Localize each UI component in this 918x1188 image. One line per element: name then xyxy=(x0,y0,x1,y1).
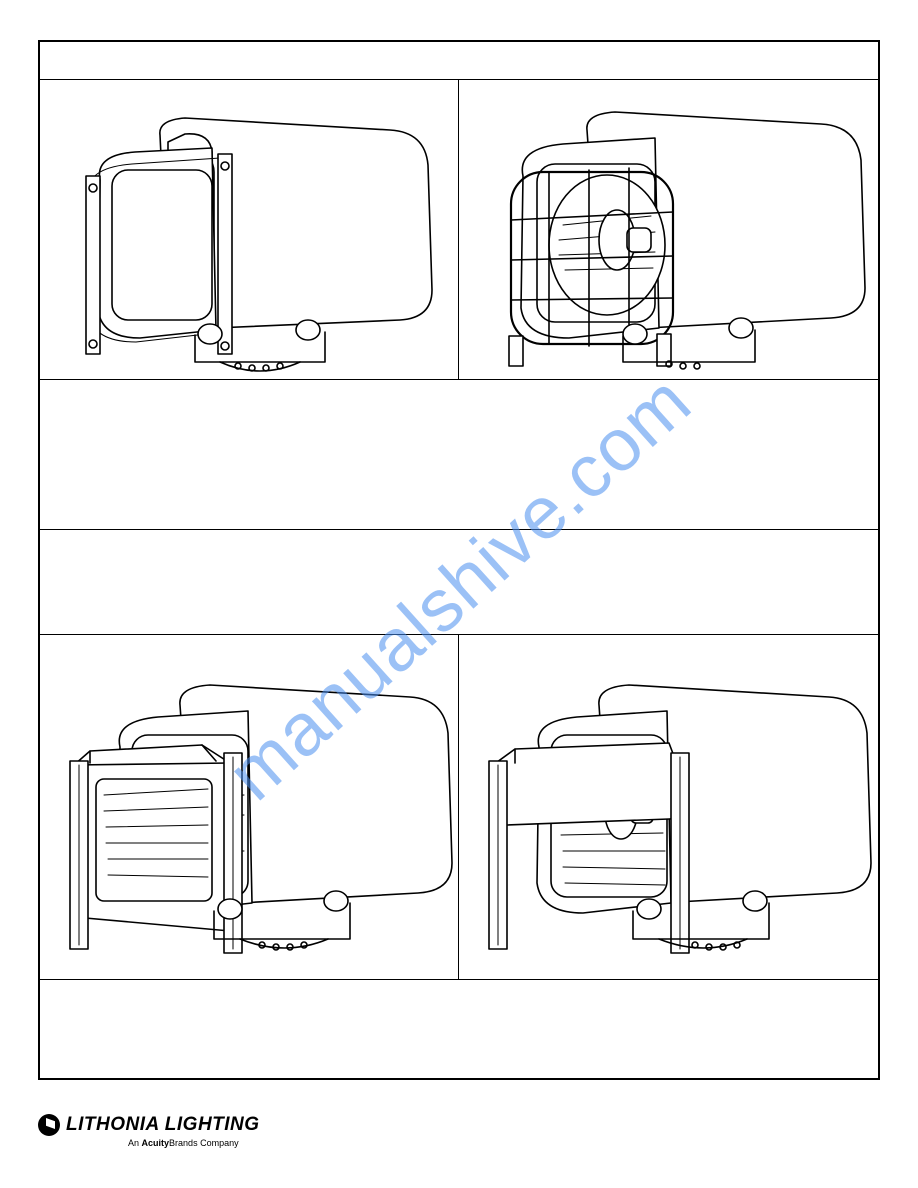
brand-tagline: An AcuityBrands Company xyxy=(128,1138,260,1148)
row-mid-lower xyxy=(40,530,878,635)
cell-wire-guard xyxy=(459,80,878,379)
cell-visor-shield xyxy=(459,635,878,979)
diagram-visor-shield xyxy=(459,635,879,980)
tagline-suffix: Brands Company xyxy=(169,1138,239,1148)
brand-name: LITHONIA LIGHTING xyxy=(66,1114,260,1136)
row-footer-space xyxy=(40,980,878,1078)
footer-logo-block: LITHONIA LIGHTING An AcuityBrands Compan… xyxy=(38,1114,260,1148)
page-frame xyxy=(38,40,880,1080)
header-band xyxy=(40,42,878,80)
lithonia-swoosh-icon xyxy=(38,1114,60,1136)
diagram-full-shield xyxy=(40,635,460,980)
row-mid-upper xyxy=(40,380,878,530)
cell-full-shield xyxy=(40,635,459,979)
cell-lens-bracket xyxy=(40,80,459,379)
tagline-bold: Acuity xyxy=(142,1138,170,1148)
row-diagrams-bottom xyxy=(40,635,878,980)
diagram-wire-guard xyxy=(459,80,879,380)
logo-line: LITHONIA LIGHTING xyxy=(38,1114,260,1136)
diagram-lens-bracket xyxy=(40,80,460,380)
row-diagrams-top xyxy=(40,80,878,380)
tagline-prefix: An xyxy=(128,1138,139,1148)
